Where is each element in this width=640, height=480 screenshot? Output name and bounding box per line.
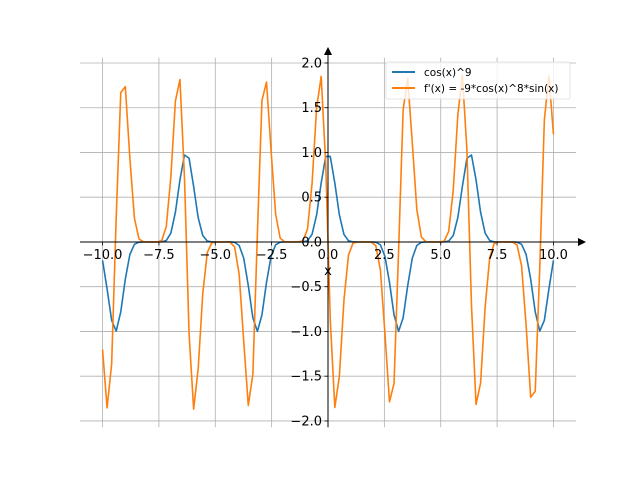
y-tick-label: −0.5 <box>290 280 322 295</box>
legend-box <box>385 61 571 100</box>
x-tick-label: 10.0 <box>539 248 568 263</box>
x-axis-label: x <box>324 264 332 279</box>
ticks: −10.0 −7.5 −5.0 −2.5 0.0 2.5 5.0 7.5 10.0 −2.0 −1.… <box>83 56 568 429</box>
x-tick-label: 2.5 <box>374 248 395 263</box>
y-tick-label: 0.0 <box>301 235 322 250</box>
y-tick-label: −1.5 <box>290 370 322 385</box>
y-tick-label: 1.5 <box>301 101 322 116</box>
legend-label-1: f'(x) = -9*cos(x)^8*sin(x) <box>424 83 558 95</box>
legend-label-0: cos(x)^9 <box>424 67 472 79</box>
y-tick-label: −1.0 <box>290 325 322 340</box>
y-tick-label: 1.0 <box>301 146 322 161</box>
x-tick-label: −7.5 <box>143 248 175 263</box>
x-tick-label: −2.5 <box>256 248 288 263</box>
x-axis-arrow-icon <box>578 237 586 246</box>
y-tick-label: −2.0 <box>290 414 322 429</box>
x-tick-label: 7.5 <box>487 248 508 263</box>
x-tick-label: 0.0 <box>318 248 339 263</box>
x-tick-label: 5.0 <box>430 248 451 263</box>
y-tick-label: 2.0 <box>301 56 322 71</box>
x-tick-label: −10.0 <box>83 248 123 263</box>
axes <box>80 47 586 428</box>
y-tick-label: 0.5 <box>301 191 322 206</box>
y-axis-arrow-icon <box>324 47 332 55</box>
x-tick-label: −5.0 <box>199 248 231 263</box>
legend: cos(x)^9 f'(x) = -9*cos(x)^8*sin(x) <box>385 61 571 100</box>
